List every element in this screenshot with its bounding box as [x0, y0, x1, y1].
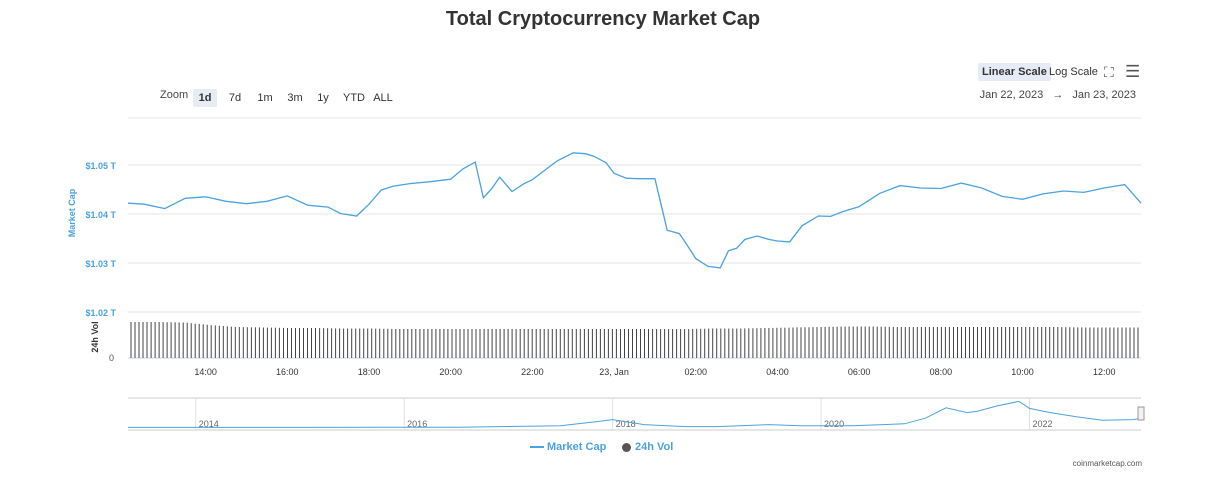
chart-title: Total Cryptocurrency Market Cap: [445, 8, 761, 30]
navigator-tick-label: 2022: [1032, 419, 1052, 429]
zoom-7d-button[interactable]: 7d: [228, 92, 242, 104]
x-tick-label: 14:00: [194, 367, 217, 377]
x-tick-label: 16:00: [276, 367, 299, 377]
credit-text: coinmarketcap.com: [1072, 459, 1142, 468]
zoom-all-button[interactable]: ALL: [373, 92, 393, 104]
legend-label-market-cap: Market Cap: [547, 441, 607, 453]
menu-icon[interactable]: ☰: [1125, 62, 1141, 81]
x-tick-label: 10:00: [1011, 367, 1034, 377]
navigator-handle: [1137, 406, 1145, 421]
legend-dot-marker: [622, 442, 631, 452]
y-tick-label: $1.04 T: [85, 210, 116, 220]
y-axis-title: Market Cap: [67, 188, 77, 237]
zoom-1y-button[interactable]: 1y: [317, 92, 329, 104]
x-tick-label: 02:00: [685, 367, 708, 377]
x-tick-label: 23, Jan: [599, 367, 629, 377]
navigator-tick-label: 2016: [407, 419, 427, 429]
x-tick-label: 22:00: [521, 367, 544, 377]
log-scale-button[interactable]: Log Scale: [1049, 66, 1098, 78]
volume-zero-label: 0: [109, 353, 114, 363]
range-arrow: →: [1052, 89, 1064, 101]
market-cap-line: [127, 152, 1142, 269]
x-tick-label: 08:00: [930, 367, 953, 377]
fullscreen-icon[interactable]: ⛶: [1104, 64, 1114, 80]
x-tick-label: 04:00: [766, 367, 789, 377]
y-tick-label: $1.02 T: [85, 308, 116, 318]
x-tick-label: 06:00: [848, 367, 871, 377]
zoom-1d-button[interactable]: 1d: [193, 89, 217, 107]
y-tick-label: $1.05 T: [85, 161, 116, 171]
legend-line-marker: [530, 446, 544, 449]
x-tick-label: 12:00: [1093, 367, 1116, 377]
legend-item-market-cap[interactable]: Market Cap: [530, 441, 606, 453]
range-to[interactable]: Jan 23, 2023: [1072, 89, 1136, 101]
legend-label-volume: 24h Vol: [635, 441, 674, 453]
navigator-tick-label: 2014: [199, 419, 219, 429]
x-tick-label: 18:00: [358, 367, 381, 377]
date-range[interactable]: Jan 22, 2023 → Jan 23, 2023: [980, 89, 1136, 101]
x-tick-label: 20:00: [439, 367, 462, 377]
zoom-1m-button[interactable]: 1m: [257, 92, 273, 104]
legend-item-volume[interactable]: 24h Vol: [622, 441, 673, 453]
linear-scale-button[interactable]: Linear Scale: [978, 63, 1051, 81]
navigator-tick-label: 2018: [616, 419, 636, 429]
zoom-3m-button[interactable]: 3m: [287, 92, 303, 104]
volume-axis-title: 24h Vol: [90, 321, 100, 352]
navigator-tick-label: 2020: [824, 419, 844, 429]
navigator-series-line: [128, 400, 1142, 428]
y-tick-label: $1.03 T: [85, 259, 116, 269]
range-from[interactable]: Jan 22, 2023: [979, 89, 1044, 101]
zoom-label: Zoom: [160, 89, 189, 101]
zoom-ytd-button[interactable]: YTD: [343, 92, 365, 104]
